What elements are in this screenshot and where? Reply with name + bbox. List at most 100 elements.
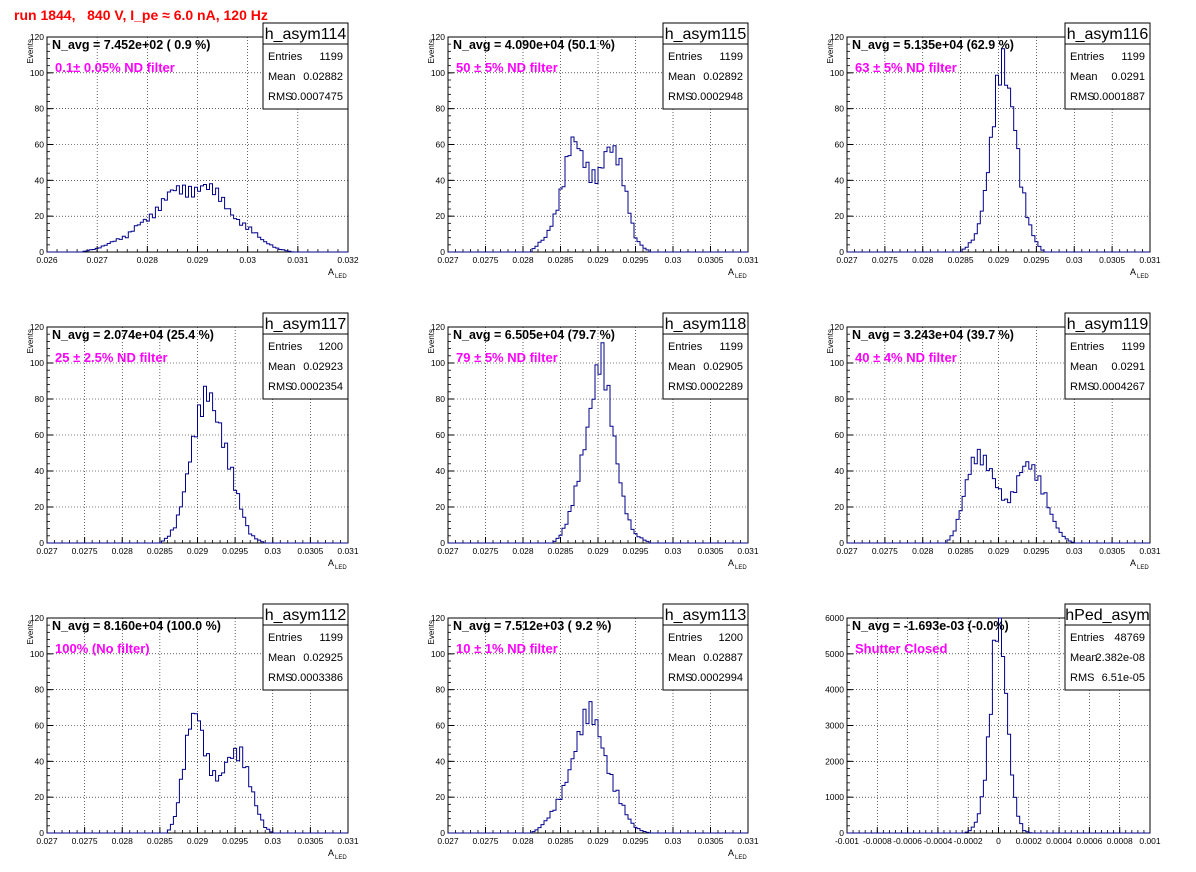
x-tick-label: 0.027	[36, 836, 58, 846]
x-tick-label: 0.028	[512, 546, 534, 556]
y-tick-label: 20	[835, 502, 845, 512]
y-tick-label: 40	[35, 466, 45, 476]
y-tick-label: 40	[835, 466, 845, 476]
y-tick-label: 100	[30, 649, 44, 659]
histogram-name: h_asym115	[665, 26, 747, 43]
x-axis-label-sub: LED	[335, 855, 347, 861]
y-tick-label: 0	[39, 538, 44, 548]
x-tick-label: 0.0004	[1046, 836, 1072, 846]
x-tick-label: 0.03	[1066, 546, 1083, 556]
navg-label: N_avg = 7.512e+03 ( 9.2 %)	[453, 619, 611, 633]
histogram-panel: 0.027 0.0275 0.028 0.0285 0.029 0.0295 0.03 0.0…	[826, 22, 1161, 280]
x-tick-label: 0.0275	[872, 255, 898, 265]
stats-box	[262, 603, 349, 691]
y-axis-label: Events	[826, 329, 835, 353]
stats-value-mean: 0.02923	[303, 361, 343, 373]
run-title: run 1844, 840 V, I_pe ≈ 6.0 nA, 120 Hz	[14, 7, 268, 23]
y-tick-label: 60	[835, 430, 845, 440]
x-tick-label: 0.029	[187, 546, 209, 556]
y-tick-label: 80	[436, 394, 446, 404]
x-tick-label: 0.031	[287, 255, 309, 265]
stats-value-rms: 0.0007475	[291, 91, 343, 103]
y-tick-label: 0	[440, 247, 445, 257]
y-tick-label: 6000	[825, 613, 844, 623]
y-axis-label: Events	[427, 39, 436, 63]
stats-box	[1064, 312, 1151, 400]
stats-value-mean: 0.02925	[303, 652, 343, 664]
y-axis-label: Events	[26, 620, 35, 644]
x-tick-label: 0.0305	[1099, 255, 1125, 265]
y-tick-label: 1000	[825, 792, 844, 802]
x-tick-label: 0.0275	[72, 836, 98, 846]
x-tick-label: 0.0285	[548, 255, 574, 265]
histogram-step-line	[847, 617, 1150, 834]
x-axis-label-sub: LED	[335, 274, 347, 280]
stats-key-rms: RMS	[268, 91, 292, 103]
y-tick-label: 100	[830, 358, 844, 368]
stats-value-entries: 1200	[719, 632, 743, 644]
x-tick-label: 0.0285	[548, 836, 574, 846]
stats-value-mean: 0.0291	[1111, 361, 1145, 373]
stats-value-mean: 0.0291	[1111, 71, 1145, 83]
y-tick-label: 40	[436, 175, 446, 185]
x-tick-label: 0.029	[988, 546, 1010, 556]
y-tick-label: 100	[431, 649, 445, 659]
y-tick-label: 20	[835, 211, 845, 221]
y-tick-label: 40	[35, 175, 45, 185]
x-tick-label: 0.03	[665, 255, 682, 265]
y-tick-label: 80	[835, 104, 845, 114]
filter-label: 10 ± 1% ND filter	[456, 641, 558, 656]
x-tick-label: 0.0305	[297, 546, 323, 556]
histogram-step-line	[847, 48, 1150, 253]
x-tick-label: 0.028	[512, 255, 534, 265]
stats-value-rms: 0.0002948	[691, 91, 743, 103]
y-tick-label: 20	[35, 502, 45, 512]
stats-key-rms: RMS	[668, 672, 692, 684]
x-axis-label-sub: LED	[1137, 274, 1149, 280]
stats-value-entries: 1199	[1121, 51, 1145, 63]
stats-key-mean: Mean	[1070, 652, 1098, 664]
y-tick-label: 40	[835, 175, 845, 185]
filter-label: Shutter Closed	[855, 641, 948, 656]
x-tick-label: 0.0295	[1023, 255, 1049, 265]
stats-value-entries: 1200	[319, 341, 343, 353]
x-tick-label: -0.0004	[923, 836, 952, 846]
filter-label: 0.1± 0.05% ND filter	[55, 60, 175, 75]
stats-value-rms: 0.0002354	[291, 381, 343, 393]
stats-value-mean: 0.02882	[303, 71, 343, 83]
x-axis-label-sub: LED	[1137, 565, 1149, 571]
y-tick-label: 0	[839, 247, 844, 257]
stats-value-rms: 0.0002994	[691, 672, 743, 684]
x-tick-label: 0.03	[239, 255, 256, 265]
stats-key-mean: Mean	[268, 71, 296, 83]
y-tick-label: 60	[35, 721, 45, 731]
x-axis-label: A	[728, 848, 734, 858]
y-tick-label: 20	[35, 211, 45, 221]
y-axis-label: Events	[427, 620, 436, 644]
histogram-panel: 0.027 0.0275 0.028 0.0285 0.029 0.0295 0.03 0.0…	[427, 22, 759, 280]
filter-label: 50 ± 5% ND filter	[456, 60, 558, 75]
filter-label: 63 ± 5% ND filter	[855, 60, 957, 75]
y-tick-label: 20	[436, 502, 446, 512]
x-tick-label: 0.028	[512, 836, 534, 846]
y-tick-label: 120	[830, 32, 844, 42]
x-tick-label: 0.027	[437, 546, 459, 556]
stats-key-mean: Mean	[668, 361, 696, 373]
y-tick-label: 120	[431, 322, 445, 332]
histogram-panel: -0.001 -0.0008 -0.0006 -0.0004 -0.0002 0 0.000…	[825, 603, 1161, 846]
stats-box	[662, 603, 749, 691]
y-tick-label: 120	[30, 32, 44, 42]
x-tick-label: 0.0295	[623, 255, 649, 265]
histogram-panel: 0.027 0.0275 0.028 0.0285 0.029 0.0295 0.03 0.0…	[427, 603, 759, 861]
x-tick-label: 0.0275	[473, 255, 499, 265]
x-tick-label: 0.0305	[698, 255, 724, 265]
stats-key-mean: Mean	[1070, 71, 1098, 83]
histogram-step-line	[47, 712, 348, 834]
x-tick-label: 0.028	[912, 546, 934, 556]
x-tick-label: 0.03	[264, 836, 281, 846]
filter-label: 100% (No filter)	[55, 641, 150, 656]
y-axis-label: Events	[826, 39, 835, 63]
x-tick-label: 0.028	[137, 255, 159, 265]
x-tick-label: 0.0008	[1107, 836, 1133, 846]
stats-key-mean: Mean	[268, 361, 296, 373]
